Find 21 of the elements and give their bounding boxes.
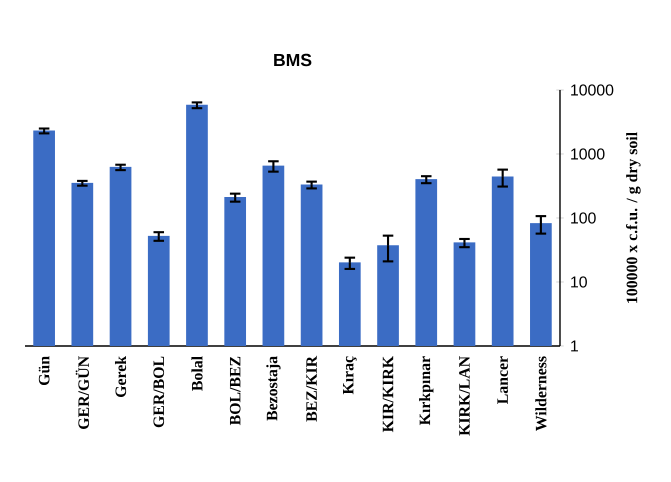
x-tick-label: Kıraç — [343, 356, 357, 394]
chart-title: BMS — [274, 54, 312, 66]
x-tick-label: GER/GÜN — [76, 356, 89, 429]
x-tick-label: BEZ/KIR — [306, 356, 317, 422]
x-tick-label: GER/BOL — [153, 356, 164, 428]
y-axis-title: 100000 x c.f.u. / g dry soil — [626, 132, 641, 303]
x-tick-label: Kırkpınar — [419, 356, 434, 426]
x-tick-label: Lancer — [497, 356, 508, 404]
x-tick-label: Bolal — [191, 356, 203, 391]
x-tick-label: KIR/KIRK — [382, 356, 394, 432]
y-tick-label: 1 — [571, 340, 578, 352]
y-tick-label: 1000 — [571, 148, 605, 160]
y-tick-label: 10000 — [571, 84, 614, 96]
y-tick-label: 10 — [571, 276, 587, 288]
x-tick-label: Gün — [38, 356, 50, 386]
x-tick-label: BOL/BEZ — [230, 356, 241, 426]
x-tick-label: KIRK/LAN — [459, 356, 470, 436]
x-tick-label: Bezostaja — [266, 356, 281, 421]
x-tick-label: Wilderness — [535, 356, 547, 431]
y-tick-label: 100 — [571, 212, 596, 224]
x-tick-label: Gerek — [114, 356, 126, 398]
